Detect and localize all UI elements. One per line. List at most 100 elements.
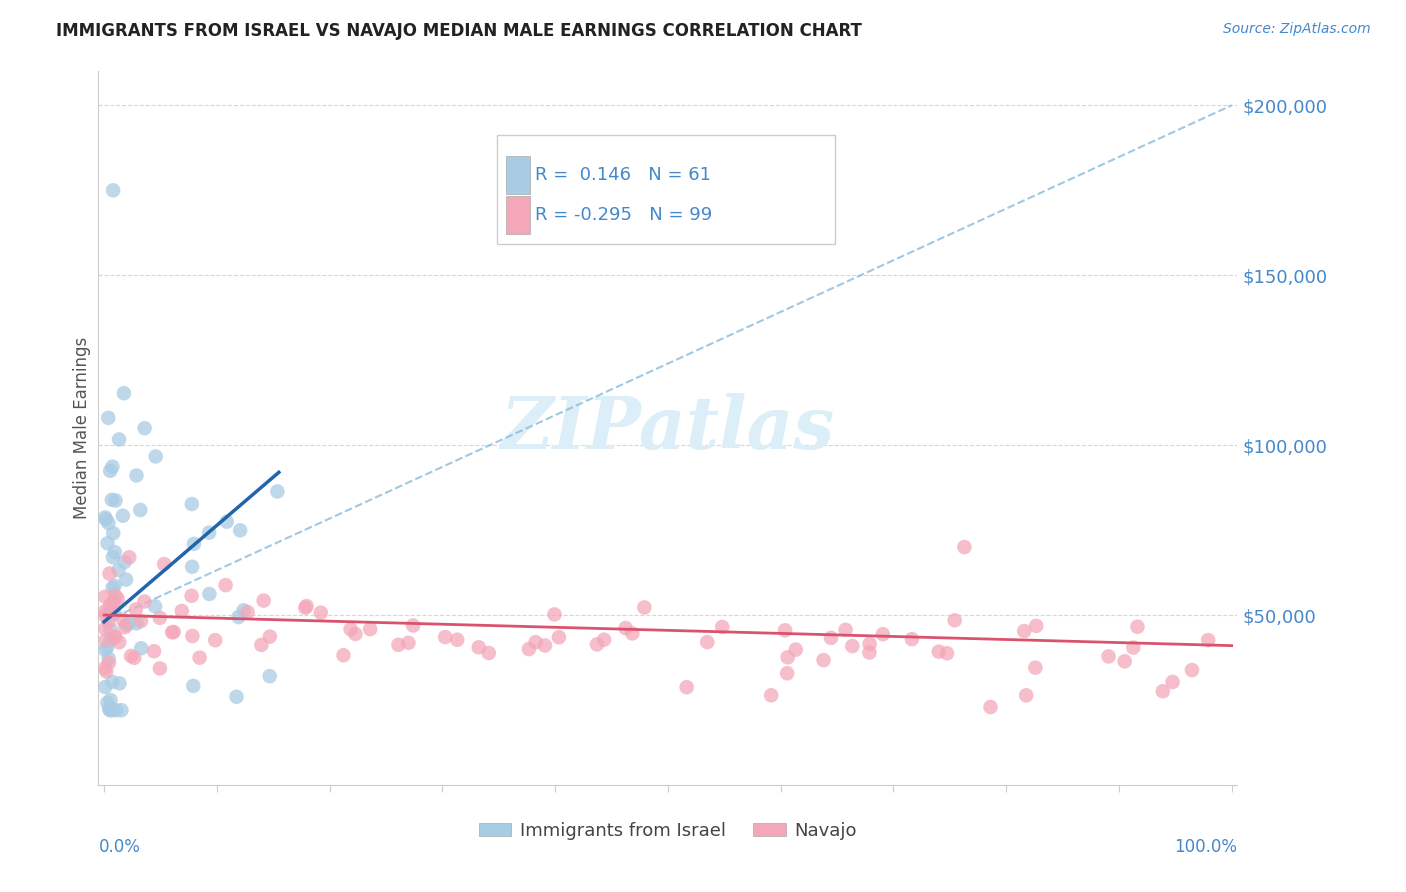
Point — [761, 688, 783, 702]
Point — [813, 653, 835, 667]
Point — [143, 599, 166, 614]
Point — [104, 545, 127, 559]
Point — [149, 661, 172, 675]
Point — [96, 665, 118, 679]
Point — [586, 637, 609, 651]
Point — [118, 616, 141, 631]
Point — [614, 621, 637, 635]
Point — [115, 617, 138, 632]
Point — [295, 599, 318, 613]
Text: 100.0%: 100.0% — [1174, 838, 1237, 856]
Point — [228, 610, 250, 624]
Point — [434, 630, 457, 644]
Point — [98, 622, 121, 636]
Point — [250, 638, 273, 652]
Point — [1024, 660, 1046, 674]
Point — [1197, 633, 1219, 648]
Point — [104, 630, 127, 644]
Point — [188, 650, 211, 665]
Point — [259, 669, 281, 683]
Text: R =  0.146   N = 61: R = 0.146 N = 61 — [536, 166, 711, 184]
Point — [94, 608, 117, 623]
Point — [98, 464, 121, 478]
Point — [98, 599, 121, 613]
Point — [1114, 654, 1136, 668]
Point — [225, 690, 247, 704]
Point — [105, 703, 128, 717]
Point — [108, 635, 131, 649]
Point — [97, 656, 120, 670]
Point — [97, 536, 120, 550]
Point — [104, 493, 127, 508]
Point — [122, 650, 145, 665]
Point — [181, 679, 204, 693]
Point — [236, 605, 259, 619]
Point — [633, 600, 655, 615]
Point — [103, 526, 125, 541]
Point — [467, 640, 489, 655]
Point — [104, 630, 127, 644]
Point — [107, 591, 129, 606]
Point — [103, 607, 125, 621]
Point — [100, 693, 122, 707]
Point — [129, 641, 152, 656]
Point — [215, 515, 238, 529]
Point — [125, 616, 148, 631]
Point — [125, 602, 148, 616]
Point — [112, 386, 135, 401]
Text: Source: ZipAtlas.com: Source: ZipAtlas.com — [1223, 22, 1371, 37]
Point — [1161, 675, 1184, 690]
Point — [259, 630, 281, 644]
Point — [101, 183, 124, 197]
Point — [101, 459, 124, 474]
Point — [776, 666, 799, 681]
Point — [181, 629, 204, 643]
Point — [101, 550, 124, 565]
Point — [446, 632, 468, 647]
Point — [120, 648, 142, 663]
Point — [94, 622, 117, 636]
Text: IMMIGRANTS FROM ISRAEL VS NAVAJO MEDIAN MALE EARNINGS CORRELATION CHART: IMMIGRANTS FROM ISRAEL VS NAVAJO MEDIAN … — [56, 22, 862, 40]
Point — [1181, 663, 1204, 677]
Point — [145, 450, 167, 464]
Point — [943, 613, 966, 627]
Point — [1126, 620, 1149, 634]
Text: ZIPatlas: ZIPatlas — [501, 392, 835, 464]
Point — [111, 613, 134, 627]
Legend: Immigrants from Israel, Navajo: Immigrants from Israel, Navajo — [471, 815, 865, 847]
Point — [675, 680, 697, 694]
Point — [98, 566, 121, 581]
Point — [153, 557, 176, 571]
Point — [543, 607, 565, 622]
Point — [108, 676, 131, 690]
Point — [534, 639, 557, 653]
Point — [593, 632, 616, 647]
Point — [104, 589, 127, 603]
Point — [160, 625, 183, 640]
Point — [129, 503, 152, 517]
Point — [97, 651, 120, 665]
Point — [253, 593, 276, 607]
Point — [101, 581, 124, 595]
Point — [96, 696, 118, 710]
Point — [309, 606, 332, 620]
Point — [183, 537, 205, 551]
Point — [94, 512, 117, 526]
Point — [928, 645, 950, 659]
Point — [214, 578, 236, 592]
Point — [170, 604, 193, 618]
Point — [115, 573, 138, 587]
Point — [1012, 624, 1035, 638]
Point — [834, 623, 856, 637]
Y-axis label: Median Male Earnings: Median Male Earnings — [73, 337, 91, 519]
Point — [129, 614, 152, 628]
Point — [97, 615, 120, 629]
Point — [180, 589, 202, 603]
Point — [820, 631, 842, 645]
Point — [339, 622, 361, 636]
Point — [332, 648, 354, 663]
Point — [204, 633, 226, 648]
Point — [103, 605, 125, 619]
Point — [101, 674, 124, 689]
Point — [134, 594, 156, 608]
